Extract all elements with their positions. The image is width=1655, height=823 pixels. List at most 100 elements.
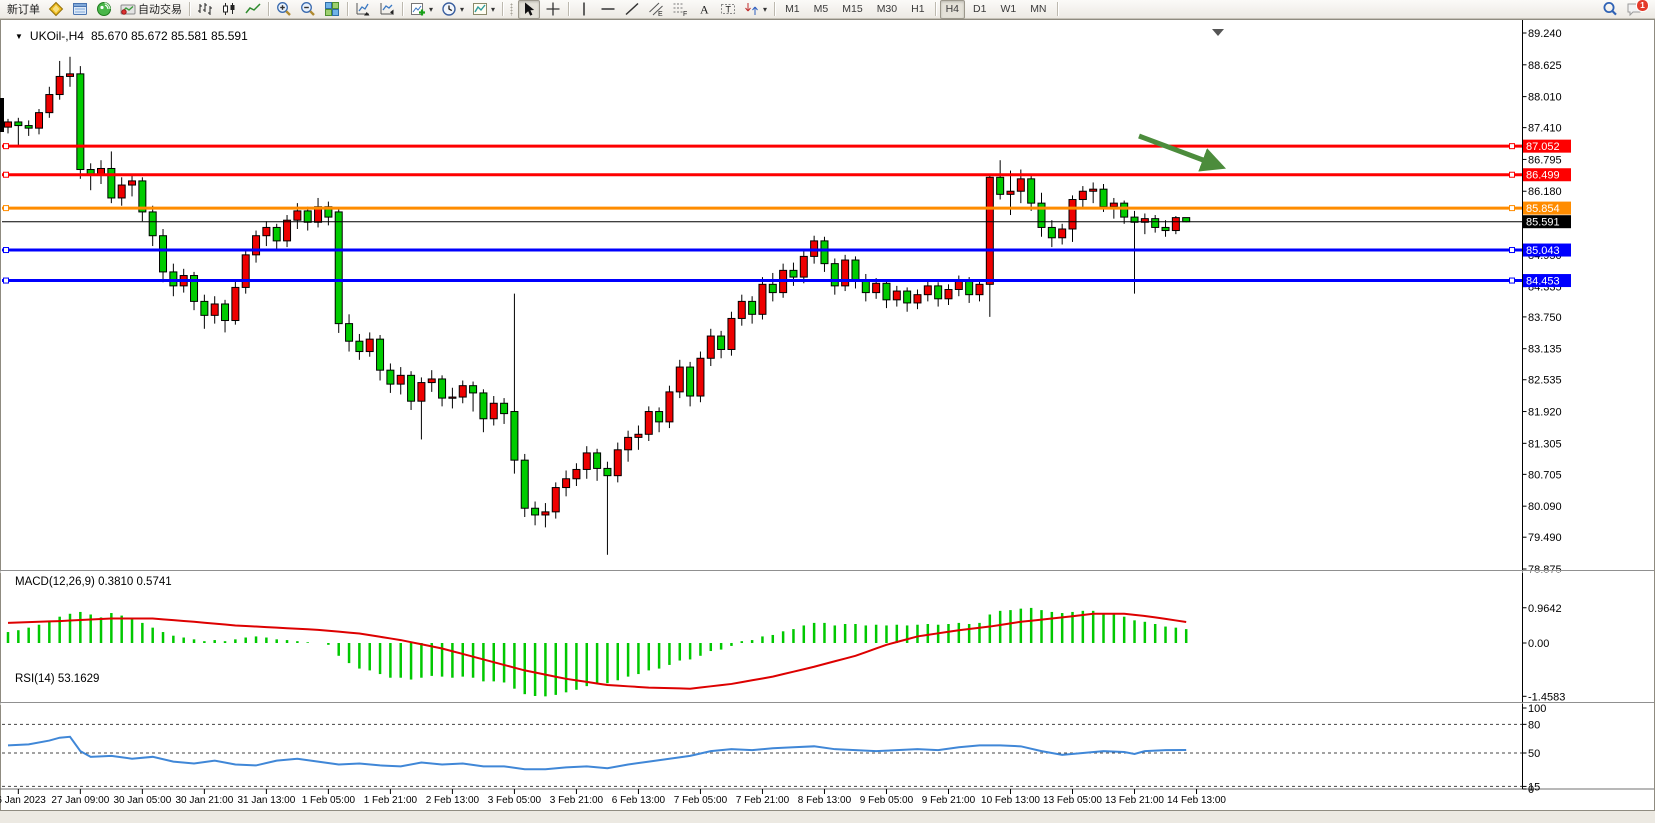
tf-m1[interactable]: M1 — [779, 0, 806, 19]
date-tick-label: 31 Jan 13:00 — [237, 795, 295, 806]
chat-button[interactable]: 1 — [1623, 0, 1649, 19]
chevron-down-icon[interactable]: ▾ — [491, 4, 496, 14]
zoom-out-button[interactable] — [297, 0, 319, 19]
tile-windows-button[interactable] — [321, 0, 343, 19]
text-button[interactable]: A — [693, 0, 715, 19]
symbol-period: UKOil-,H4 — [29, 29, 84, 43]
hline-handle[interactable] — [1509, 277, 1515, 284]
hline-handle[interactable] — [1509, 143, 1515, 150]
auto-scroll-button[interactable] — [352, 0, 374, 19]
chevron-down-icon[interactable]: ▾ — [763, 4, 768, 14]
tf-h4[interactable]: H4 — [939, 0, 965, 19]
search-button[interactable] — [1599, 0, 1621, 19]
hline-handle[interactable] — [3, 143, 9, 150]
line-chart-icon — [245, 1, 261, 17]
fibonacci-icon: F — [672, 1, 688, 17]
tf-w1[interactable]: W1 — [994, 0, 1022, 19]
new-chart-button[interactable]: ▾ — [407, 0, 436, 19]
macd-signal-line — [7, 612, 1187, 690]
toolbar-separator — [347, 2, 348, 16]
axis-tick-label: 84.453 — [1526, 276, 1560, 288]
equidistant-channel-button[interactable]: E — [645, 0, 667, 19]
rsi-panel — [2, 723, 1523, 787]
date-tick-label: 1 Feb 05:00 — [302, 795, 356, 806]
tf-d1[interactable]: D1 — [967, 0, 992, 19]
crosshair-button[interactable] — [542, 0, 564, 19]
text-icon: A — [696, 1, 712, 17]
new-chart-icon — [410, 1, 426, 17]
date-tick-label: 26 Jan 2023 — [0, 795, 46, 806]
axis-tick-label: 85.591 — [1526, 217, 1560, 229]
date-tick-label: 9 Feb 05:00 — [860, 795, 914, 806]
date-tick-label: 3 Feb 21:00 — [550, 795, 604, 806]
hline-handle[interactable] — [3, 205, 9, 212]
cursor-icon — [521, 1, 537, 17]
hline-handle[interactable] — [3, 277, 9, 284]
toolbar-separator — [568, 2, 570, 16]
market-watch-icon — [48, 1, 64, 17]
date-tick-label: 1 Feb 21:00 — [364, 795, 418, 806]
text-label-button[interactable]: T — [717, 0, 739, 19]
zoom-in-icon — [276, 1, 292, 17]
chart-shift-icon — [379, 1, 395, 17]
bar-chart-button[interactable] — [194, 0, 216, 19]
zoom-in-button[interactable] — [273, 0, 295, 19]
arrows-icon — [744, 1, 760, 17]
vertical-line-icon — [576, 1, 592, 17]
tf-m5[interactable]: M5 — [808, 0, 835, 19]
line-chart-button[interactable] — [242, 0, 264, 19]
vertical-line-button[interactable] — [573, 0, 595, 19]
candlestick-chart-button[interactable] — [218, 0, 240, 19]
hline-handle[interactable] — [1509, 247, 1515, 254]
axis-tick-label: 79.490 — [1528, 532, 1562, 544]
chart-shift-button[interactable] — [376, 0, 398, 19]
periods-button[interactable]: ▾ — [438, 0, 467, 19]
chart-shift-marker[interactable] — [1212, 29, 1224, 36]
toolbar-grip[interactable] — [510, 2, 514, 16]
chevron-down-icon[interactable]: ▾ — [429, 4, 434, 14]
axis-tick-label: 87.052 — [1526, 141, 1560, 153]
axis-tick-label: 0 — [1528, 784, 1534, 796]
crosshair-icon — [545, 1, 561, 17]
tf-m15[interactable]: M15 — [836, 0, 868, 19]
toolbar: 新订单 自动交易 ▾ ▾ ▾ E F A T ▾ M1 M5 M15 M30 H1 H4 D1 W1 MN 1 — [0, 0, 1655, 19]
tf-m30[interactable]: M30 — [871, 0, 903, 19]
axis-tick-label: 100 — [1528, 703, 1546, 715]
data-window-button[interactable] — [69, 0, 91, 19]
horizontal-line-button[interactable] — [597, 0, 619, 19]
svg-text:A: A — [700, 3, 709, 17]
tf-h1[interactable]: H1 — [905, 0, 930, 19]
chevron-down-icon[interactable]: ▾ — [460, 4, 465, 14]
autotrading-button[interactable]: 自动交易 — [117, 0, 185, 19]
hline-handle[interactable] — [1509, 205, 1515, 212]
axis-tick-label: 85.854 — [1526, 203, 1560, 215]
price-label-85.591 — [1523, 215, 1571, 229]
chart-title: ▼ UKOil-,H4 85.670 85.672 85.581 85.591 — [15, 29, 248, 43]
cursor-button[interactable] — [518, 0, 541, 19]
date-tick-label: 30 Jan 05:00 — [113, 795, 171, 806]
hline-handle[interactable] — [1509, 171, 1515, 178]
toolbar-separator — [268, 2, 269, 16]
new-order-button[interactable]: 新订单 — [4, 0, 43, 19]
macd-label: MACD(12,26,9) 0.3810 0.5741 — [15, 576, 172, 588]
rsi-line — [7, 735, 1187, 771]
trendline-button[interactable] — [621, 0, 643, 19]
date-tick-label: 8 Feb 13:00 — [798, 795, 852, 806]
price-label-84.453 — [1523, 274, 1571, 288]
auto-scroll-icon — [355, 1, 371, 17]
hline-handle[interactable] — [3, 247, 9, 254]
symbol-dropdown-icon[interactable]: ▼ — [15, 31, 23, 41]
axis-tick-label: 50 — [1528, 748, 1540, 760]
signals-button[interactable] — [93, 0, 115, 19]
price-label-87.052 — [1523, 139, 1571, 153]
tf-mn[interactable]: MN — [1024, 0, 1052, 19]
market-watch-button[interactable] — [45, 0, 67, 19]
hline-handle[interactable] — [3, 171, 9, 178]
tf-h1-label: H1 — [911, 3, 925, 15]
fibonacci-button[interactable]: F — [669, 0, 691, 19]
autotrading-icon — [120, 1, 136, 17]
templates-button[interactable]: ▾ — [469, 0, 498, 19]
downtrend-arrow[interactable] — [1138, 133, 1227, 172]
arrows-button[interactable]: ▾ — [741, 0, 770, 19]
